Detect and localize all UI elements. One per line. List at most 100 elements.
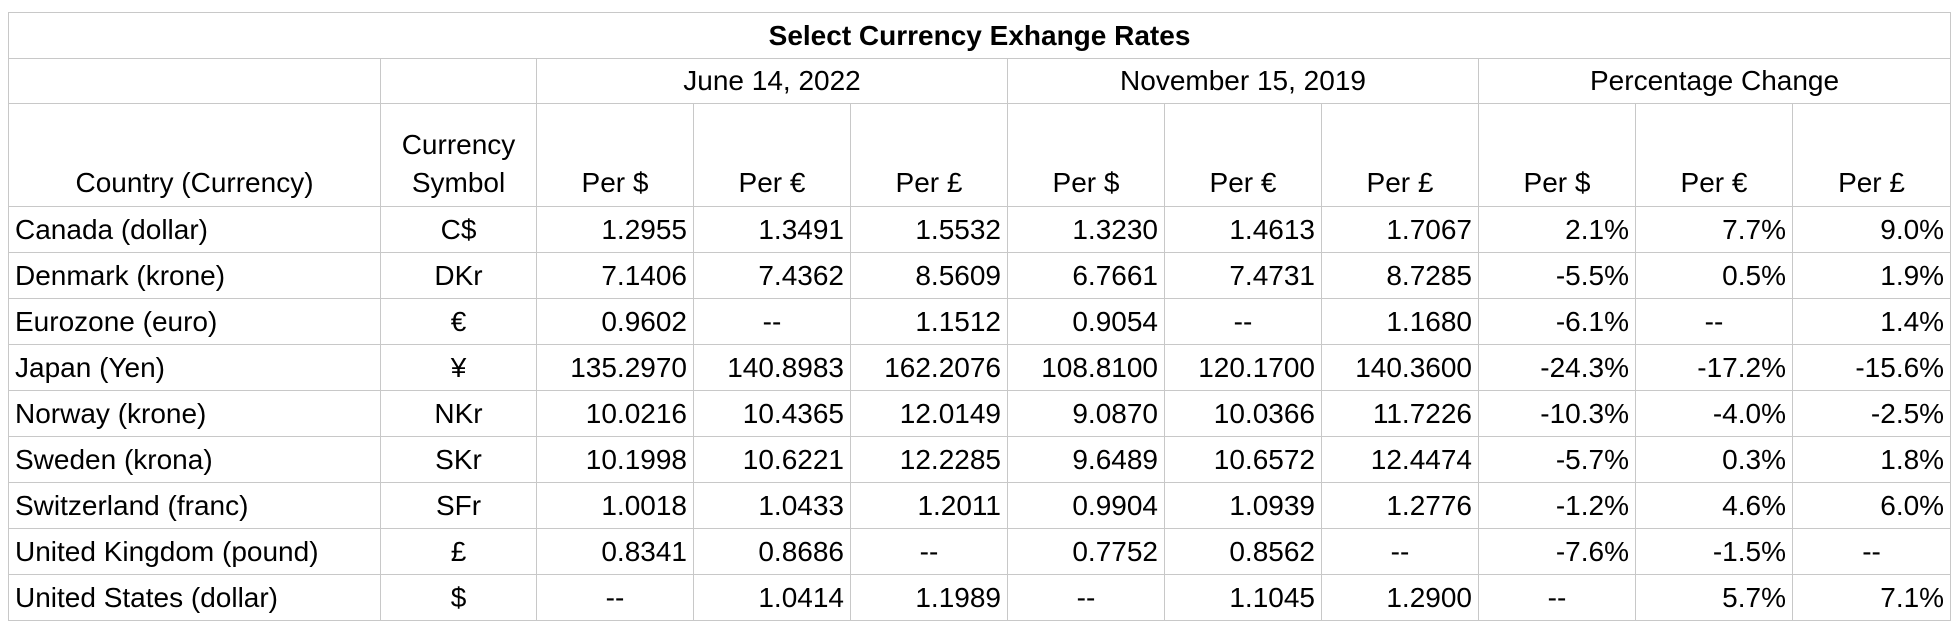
rate-cell: 7.4362 <box>693 252 851 299</box>
rate-cell: 10.6572 <box>1164 436 1322 483</box>
country-cell: Norway (krone) <box>8 390 381 437</box>
rate-cell: -2.5% <box>1791 390 1952 437</box>
rate-cell: 12.4474 <box>1321 436 1479 483</box>
table-row: Denmark (krone) DKr 7.1406 7.4362 8.5609 6.76… <box>8 252 1952 299</box>
rate-cell: -- <box>536 574 694 621</box>
rate-cell: -6.1% <box>1478 298 1636 345</box>
rate-cell: 10.4365 <box>693 390 851 437</box>
table-row: United Kingdom (pound) £0.8341 0.8686 -- 0.7… <box>8 528 1952 575</box>
header-per: Per € <box>693 103 851 207</box>
rate-cell: 0.3% <box>1635 436 1793 483</box>
group-header-june-2022: June 14, 2022 <box>536 58 1008 104</box>
header-per: Per € <box>1164 103 1322 207</box>
rate-cell: 1.1512 <box>850 298 1008 345</box>
rate-cell: -- <box>1321 528 1479 575</box>
country-cell: Sweden (krona) <box>8 436 381 483</box>
table-row: Sweden (krona) SKr 10.1998 10.6221 12.2285 9.… <box>8 436 1952 483</box>
rate-cell: -17.2% <box>1635 344 1793 391</box>
rate-cell: 1.4% <box>1791 298 1952 345</box>
blank-cell <box>380 58 537 104</box>
table-row: Canada (dollar) C$ 1.2955 1.3491 1.5532 1.323… <box>8 206 1952 253</box>
table-row: Switzerland (franc) SFr 1.0018 1.0433 1.2011… <box>8 482 1952 529</box>
rate-cell: 6.7661 <box>1007 252 1165 299</box>
rate-cell: 1.1989 <box>850 574 1008 621</box>
rate-cell: 11.7226 <box>1321 390 1479 437</box>
rate-cell: 10.6221 <box>693 436 851 483</box>
rate-cell: 1.2955 <box>536 206 694 253</box>
rate-cell: 162.2076 <box>850 344 1008 391</box>
rate-cell: 2.1% <box>1478 206 1636 253</box>
rate-cell: 1.4613 <box>1164 206 1322 253</box>
rate-cell: 135.2970 <box>536 344 694 391</box>
rate-cell: -- <box>1007 574 1165 621</box>
table-title: Select Currency Exhange Rates <box>7 12 1952 59</box>
currency-symbol-cell: € <box>380 298 537 345</box>
group-header-nov-2019: November 15, 2019 <box>1007 58 1479 104</box>
group-header-percentage-change: Percentage Change <box>1477 58 1952 104</box>
rate-cell: 5.7% <box>1635 574 1793 621</box>
rate-cell: 108.8100 <box>1007 344 1165 391</box>
rate-cell: 7.1% <box>1791 574 1952 621</box>
rate-cell: 8.5609 <box>850 252 1008 299</box>
header-symbol-line2: Symbol <box>411 167 506 198</box>
rate-cell: 1.9% <box>1791 252 1952 299</box>
header-per: Per £ <box>1791 103 1952 207</box>
header-currency-symbol: Currency Symbol <box>380 103 537 207</box>
rate-cell: -1.2% <box>1478 482 1636 529</box>
header-per: Per € <box>1635 103 1793 207</box>
rate-cell: -1.5% <box>1635 528 1793 575</box>
rate-cell: 0.9054 <box>1007 298 1165 345</box>
country-cell: Switzerland (franc) <box>8 482 381 529</box>
rate-cell: 1.0939 <box>1164 482 1322 529</box>
title-row: Select Currency Exhange Rates <box>7 12 1952 59</box>
rate-cell: 0.5% <box>1635 252 1793 299</box>
blank-cell <box>8 58 381 104</box>
rate-cell: 1.2011 <box>850 482 1008 529</box>
group-header-row: June 14, 2022 November 15, 2019 Percenta… <box>8 58 1952 104</box>
rate-cell: -- <box>693 298 851 345</box>
rate-cell: 140.3600 <box>1321 344 1479 391</box>
rate-cell: 1.1680 <box>1321 298 1479 345</box>
header-symbol-line1: Currency <box>401 129 516 160</box>
table-row: Eurozone (euro) €0.9602 -- 1.1512 0.9054 -- 1.… <box>8 298 1952 345</box>
rate-cell: 1.7067 <box>1321 206 1479 253</box>
rate-cell: 1.2900 <box>1321 574 1479 621</box>
table-row: Japan (Yen) ¥135.2970 140.8983 162.2076 108.… <box>8 344 1952 391</box>
rate-cell: 0.8686 <box>693 528 851 575</box>
rate-cell: -- <box>1164 298 1322 345</box>
rate-cell: -- <box>1791 528 1952 575</box>
rate-cell: 0.9602 <box>536 298 694 345</box>
rate-cell: 7.7% <box>1635 206 1793 253</box>
rate-cell: -4.0% <box>1635 390 1793 437</box>
rate-cell: 1.1045 <box>1164 574 1322 621</box>
rate-cell: 1.0414 <box>693 574 851 621</box>
currency-symbol-cell: DKr <box>380 252 537 299</box>
rate-cell: 9.0% <box>1791 206 1952 253</box>
currency-symbol-cell: SFr <box>380 482 537 529</box>
rate-cell: 0.9904 <box>1007 482 1165 529</box>
rate-cell: -5.5% <box>1478 252 1636 299</box>
rate-cell: 4.6% <box>1635 482 1793 529</box>
rate-cell: -10.3% <box>1478 390 1636 437</box>
rate-cell: -- <box>850 528 1008 575</box>
header-per: Per £ <box>850 103 1008 207</box>
header-per: Per $ <box>536 103 694 207</box>
rate-cell: 12.0149 <box>850 390 1008 437</box>
currency-symbol-cell: £ <box>380 528 537 575</box>
rate-cell: 1.0433 <box>693 482 851 529</box>
country-cell: Denmark (krone) <box>8 252 381 299</box>
country-cell: United States (dollar) <box>8 574 381 621</box>
rate-cell: 7.1406 <box>536 252 694 299</box>
rate-cell: 1.5532 <box>850 206 1008 253</box>
rate-cell: 10.1998 <box>536 436 694 483</box>
rate-cell: 0.8562 <box>1164 528 1322 575</box>
rate-cell: 10.0366 <box>1164 390 1322 437</box>
rate-cell: -24.3% <box>1478 344 1636 391</box>
rate-cell: 140.8983 <box>693 344 851 391</box>
rate-cell: -7.6% <box>1478 528 1636 575</box>
currency-symbol-cell: C$ <box>380 206 537 253</box>
rate-cell: 12.2285 <box>850 436 1008 483</box>
rate-cell: 10.0216 <box>536 390 694 437</box>
header-country: Country (Currency) <box>8 103 381 207</box>
currency-symbol-cell: ¥ <box>380 344 537 391</box>
